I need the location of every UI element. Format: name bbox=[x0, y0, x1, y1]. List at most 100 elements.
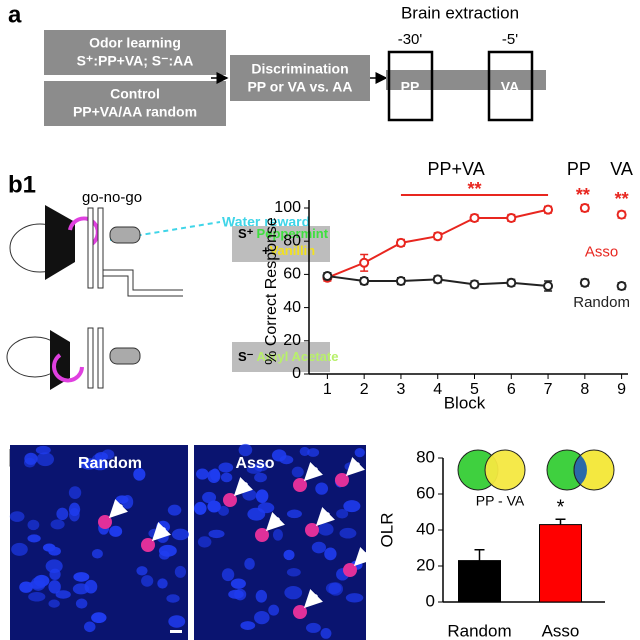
nucleus bbox=[246, 464, 263, 474]
y-tick-label: 0 bbox=[292, 365, 301, 382]
task-label: go-no-go bbox=[82, 189, 142, 206]
nucleus bbox=[35, 445, 51, 455]
cell-arrow bbox=[345, 457, 365, 477]
venn-overlap bbox=[573, 450, 587, 490]
test-label: VA bbox=[610, 159, 633, 179]
labeled-cell bbox=[98, 515, 112, 529]
cell-arrow bbox=[303, 462, 323, 482]
x-tick-label: 1 bbox=[323, 381, 332, 398]
box-title: Discrimination bbox=[251, 61, 348, 77]
data-point bbox=[395, 276, 406, 287]
nucleus bbox=[320, 627, 332, 639]
data-point bbox=[432, 231, 443, 242]
nucleus bbox=[168, 615, 186, 628]
nucleus bbox=[174, 565, 187, 578]
discrimination-box bbox=[230, 55, 370, 101]
time-label: -30' bbox=[398, 31, 423, 48]
nucleus bbox=[238, 443, 253, 457]
time-label: -5' bbox=[502, 31, 518, 48]
nucleus bbox=[220, 472, 233, 483]
data-point bbox=[579, 277, 590, 288]
cell-arrow bbox=[303, 589, 323, 609]
nucleus bbox=[9, 511, 25, 522]
labeled-cell bbox=[293, 605, 307, 619]
port bbox=[97, 207, 104, 289]
cell-arrow bbox=[353, 547, 373, 567]
nucleus bbox=[286, 567, 301, 577]
image-label: Random bbox=[78, 455, 142, 472]
nucleus bbox=[48, 580, 61, 594]
nucleus bbox=[207, 500, 221, 513]
y-tick-label: 20 bbox=[283, 332, 301, 349]
odor: Peppermint bbox=[257, 226, 329, 241]
labeled-cell bbox=[335, 473, 349, 487]
data-point bbox=[469, 212, 480, 223]
nucleus bbox=[68, 502, 81, 517]
nucleus bbox=[299, 446, 310, 456]
error-bar bbox=[474, 549, 485, 561]
nucleus bbox=[354, 447, 365, 458]
micrograph bbox=[10, 445, 188, 640]
odor-text: +Vanillin bbox=[262, 243, 315, 258]
error-bar bbox=[555, 518, 566, 525]
significance: ** bbox=[576, 185, 590, 205]
port bbox=[87, 327, 94, 389]
x-tick-label: 6 bbox=[507, 381, 516, 398]
nucleus bbox=[218, 462, 234, 473]
x-tick-label: 3 bbox=[396, 381, 405, 398]
series-label: Random bbox=[573, 294, 630, 311]
odor: Amyl Acetate bbox=[257, 349, 339, 364]
extraction-window bbox=[487, 50, 534, 122]
nucleus bbox=[50, 519, 65, 530]
data-point bbox=[506, 277, 517, 288]
nucleus bbox=[209, 468, 221, 481]
cell-arrow bbox=[265, 512, 285, 532]
nucleus bbox=[73, 572, 90, 582]
nucleus bbox=[268, 604, 280, 616]
nucleus bbox=[24, 457, 36, 468]
nucleus bbox=[240, 621, 256, 630]
nucleus bbox=[157, 578, 168, 589]
s-plus: S⁺ bbox=[238, 226, 254, 241]
box-detail: S⁺:PP+VA; S⁻:AA bbox=[77, 53, 194, 69]
data-point bbox=[359, 276, 370, 287]
nucleus bbox=[30, 577, 46, 591]
nucleus bbox=[42, 543, 56, 552]
image-label: Asso bbox=[235, 455, 274, 472]
x-tick-label: 7 bbox=[544, 381, 553, 398]
cell-arrow bbox=[315, 507, 335, 527]
y-tick-label: 0 bbox=[426, 591, 435, 610]
x-axis-label: Block bbox=[444, 393, 486, 412]
nucleus bbox=[218, 505, 229, 516]
nucleus bbox=[94, 451, 108, 462]
cell-arrow bbox=[233, 477, 253, 497]
nucleus bbox=[315, 482, 329, 495]
panel-b1: b1 go-no-go Water reward S⁺ Peppermint +V… bbox=[6, 171, 338, 390]
data-point bbox=[469, 279, 480, 290]
data-point bbox=[506, 212, 517, 223]
y-tick-label: 100 bbox=[274, 199, 301, 216]
reward-label: Water reward bbox=[222, 214, 310, 230]
x-tick-label: 8 bbox=[580, 381, 589, 398]
nucleus bbox=[80, 458, 98, 470]
data-point bbox=[616, 209, 627, 220]
nucleus bbox=[271, 449, 287, 462]
box-detail: PP+VA/AA random bbox=[73, 104, 197, 120]
nucleus bbox=[325, 582, 342, 595]
data-point bbox=[543, 204, 554, 215]
scale-bar bbox=[170, 630, 182, 633]
nucleus bbox=[230, 578, 246, 589]
nucleus bbox=[307, 448, 320, 457]
labeled-cell bbox=[223, 493, 237, 507]
nucleus bbox=[48, 599, 60, 608]
nucleus bbox=[305, 622, 321, 633]
odor-text: S⁻ Amyl Acetate bbox=[238, 349, 338, 364]
panel-a: a Odor learning S⁺:PP+VA; S⁻:AA Control … bbox=[8, 1, 546, 126]
data-point bbox=[432, 274, 443, 285]
x-tick-label: 5 bbox=[470, 381, 479, 398]
significance: * bbox=[557, 496, 565, 518]
nucleus bbox=[336, 508, 349, 519]
y-tick-label: 80 bbox=[416, 447, 435, 466]
odor-text: S⁺ Peppermint bbox=[238, 226, 329, 241]
data-point bbox=[543, 281, 554, 292]
